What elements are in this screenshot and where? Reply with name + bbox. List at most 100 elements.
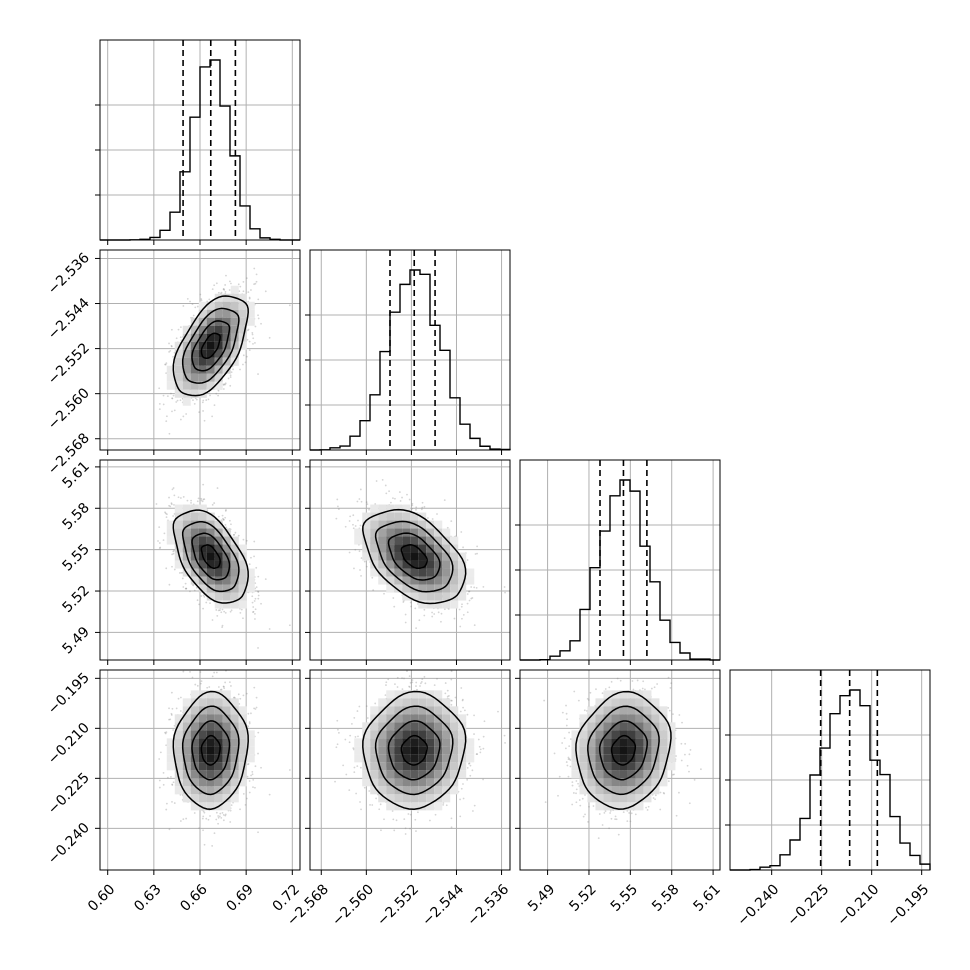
point	[250, 556, 252, 559]
point	[401, 496, 403, 499]
point	[196, 305, 199, 308]
point	[227, 377, 230, 380]
density-cell	[450, 600, 459, 609]
density-cell	[410, 536, 419, 545]
point	[337, 505, 339, 508]
point	[202, 594, 205, 597]
point	[173, 503, 175, 506]
point	[461, 617, 463, 620]
point	[200, 595, 203, 597]
point	[182, 586, 185, 588]
point	[158, 542, 161, 544]
point	[288, 624, 291, 627]
density-cell	[198, 512, 207, 521]
point	[194, 306, 197, 309]
density-cell	[386, 512, 395, 521]
point	[388, 490, 390, 493]
density-cell	[214, 357, 223, 366]
point	[195, 398, 198, 401]
point	[251, 595, 254, 598]
density-cell	[206, 333, 215, 342]
point	[288, 304, 291, 307]
point	[179, 336, 182, 339]
point	[180, 571, 183, 574]
density-cell	[198, 536, 207, 545]
point	[253, 600, 256, 602]
point	[230, 523, 232, 526]
density-cell	[362, 512, 371, 521]
point	[211, 619, 214, 621]
density-cell	[174, 365, 183, 374]
density-cell	[190, 349, 199, 358]
density-cell	[214, 309, 223, 318]
density-cell	[198, 365, 207, 374]
point	[221, 608, 224, 611]
point	[471, 597, 474, 599]
point	[358, 498, 361, 500]
density-cell	[434, 560, 443, 569]
density-cell	[198, 373, 207, 382]
point	[252, 342, 254, 345]
density-cell	[370, 528, 379, 537]
point	[190, 499, 192, 502]
density-cell	[166, 536, 175, 545]
density-cell	[182, 365, 191, 374]
point	[238, 290, 241, 293]
point	[229, 610, 232, 613]
density-cell	[230, 568, 239, 577]
point	[178, 572, 181, 574]
point	[222, 388, 225, 390]
point	[468, 599, 471, 602]
point	[179, 399, 182, 402]
point	[254, 618, 256, 620]
density-cell	[230, 317, 239, 326]
point	[423, 608, 426, 611]
density-cell	[206, 373, 215, 382]
point	[411, 507, 414, 510]
point	[248, 297, 251, 300]
point	[335, 517, 338, 520]
point	[185, 587, 188, 590]
density-cell	[402, 512, 411, 521]
point	[171, 488, 174, 491]
point	[158, 547, 161, 550]
point	[229, 376, 232, 378]
density-cell	[354, 536, 363, 545]
point	[162, 394, 165, 397]
point	[398, 491, 401, 493]
point	[392, 597, 395, 599]
density-cell	[238, 341, 247, 350]
point	[168, 583, 171, 586]
point	[461, 603, 463, 606]
point	[251, 331, 254, 334]
point	[359, 488, 362, 491]
point	[211, 503, 214, 506]
density-cell	[442, 528, 451, 537]
point	[192, 399, 194, 402]
point	[254, 325, 257, 328]
point	[431, 611, 433, 614]
panel-frame	[99, 249, 301, 451]
point	[173, 568, 176, 571]
point	[221, 626, 224, 629]
point	[159, 546, 162, 549]
point	[431, 615, 434, 618]
point	[223, 289, 226, 291]
point	[257, 298, 260, 301]
density-cell	[174, 341, 183, 350]
point	[257, 597, 260, 600]
point	[264, 290, 267, 293]
point	[459, 625, 462, 628]
point	[194, 397, 197, 400]
density-cell	[190, 512, 199, 521]
histogram	[310, 269, 511, 451]
density-cell	[182, 333, 191, 342]
point	[254, 612, 256, 615]
density-cell	[198, 381, 207, 390]
density-cell	[386, 568, 395, 577]
point	[240, 608, 243, 611]
point	[169, 349, 172, 352]
point	[200, 497, 203, 500]
density-cell	[182, 357, 191, 366]
point	[257, 594, 260, 597]
